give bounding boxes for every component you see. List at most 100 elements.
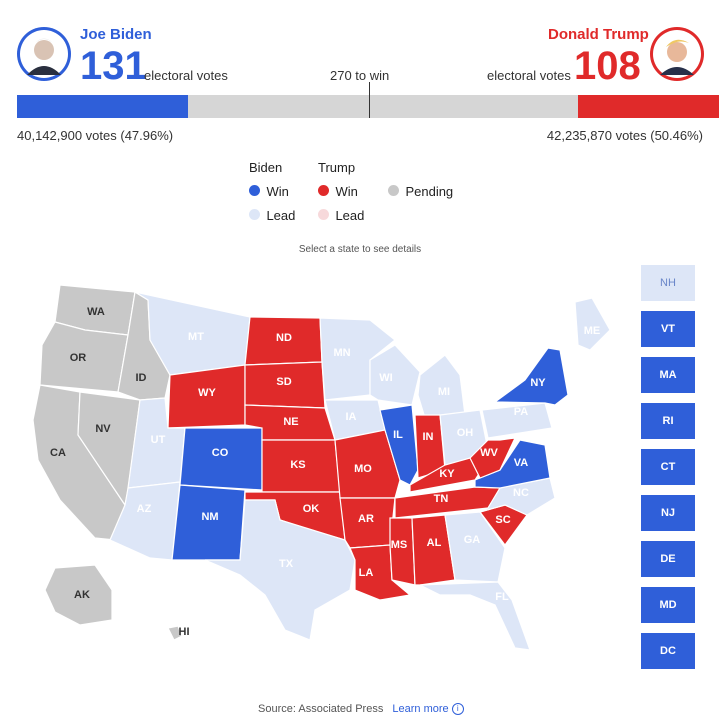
- biden-name: Joe Biden: [80, 26, 152, 43]
- state-label-AR: AR: [358, 513, 374, 525]
- state-label-TX: TX: [279, 558, 294, 570]
- state-box-DC[interactable]: DC: [641, 633, 695, 669]
- electoral-bar: [17, 95, 719, 118]
- state-label-MS: MS: [391, 539, 408, 551]
- legend-win-label: Win: [335, 184, 358, 199]
- state-TX[interactable]: [204, 499, 356, 641]
- state-label-NC: NC: [513, 487, 529, 499]
- legend-trump-win: Win: [318, 183, 358, 201]
- state-label-IL: IL: [393, 429, 403, 441]
- state-AL[interactable]: [411, 514, 456, 586]
- state-label-GA: GA: [464, 534, 481, 546]
- biden-ev-label: electoral votes: [144, 68, 228, 83]
- state-label-WY: WY: [198, 387, 216, 399]
- state-box-NJ[interactable]: NJ: [641, 495, 695, 531]
- legend-win-label: Win: [266, 184, 289, 199]
- trump-electoral-votes: 108: [574, 44, 641, 88]
- state-label-NM: NM: [201, 511, 218, 523]
- legend-biden-title: Biden: [249, 160, 283, 175]
- state-label-IA: IA: [346, 411, 357, 423]
- state-label-WA: WA: [87, 306, 105, 318]
- trump-win-swatch: [318, 185, 329, 196]
- biden-win-swatch: [249, 185, 260, 196]
- state-label-NV: NV: [95, 423, 111, 435]
- state-label-OK: OK: [303, 503, 320, 515]
- info-icon[interactable]: i: [451, 703, 464, 716]
- threshold-label: 270 to win: [330, 68, 390, 83]
- state-MS[interactable]: [389, 517, 416, 586]
- state-label-KS: KS: [290, 459, 305, 471]
- state-WV[interactable]: [469, 437, 517, 479]
- state-label-PA: PA: [514, 406, 529, 418]
- state-label-MI: MI: [438, 386, 450, 398]
- trump-ev-label: electoral votes: [487, 68, 571, 83]
- legend-biden-win: Win: [249, 183, 289, 201]
- state-label-LA: LA: [359, 567, 374, 579]
- state-label-WI: WI: [379, 372, 392, 384]
- legend-pending-label: Pending: [405, 184, 454, 199]
- state-box-NH[interactable]: NH: [641, 265, 695, 301]
- state-CO[interactable]: [179, 427, 263, 491]
- state-label-NY: NY: [530, 377, 546, 389]
- state-AK[interactable]: [44, 564, 113, 626]
- state-FL[interactable]: [419, 581, 531, 651]
- state-label-AK: AK: [74, 589, 90, 601]
- state-label-TN: TN: [434, 493, 449, 505]
- legend-pending: Pending: [388, 183, 453, 201]
- state-box-MD[interactable]: MD: [641, 587, 695, 623]
- state-ME[interactable]: [574, 297, 611, 351]
- state-label-HI: HI: [179, 626, 190, 638]
- trump-bar-segment: [578, 95, 719, 118]
- state-label-WV: WV: [480, 447, 498, 459]
- state-label-OR: OR: [70, 352, 87, 364]
- state-VA[interactable]: [474, 439, 551, 489]
- state-label-SD: SD: [276, 376, 291, 388]
- state-label-IN: IN: [423, 431, 434, 443]
- trump-name: Donald Trump: [548, 26, 649, 43]
- state-NY[interactable]: [493, 347, 569, 406]
- state-label-MO: MO: [354, 463, 372, 475]
- legend-lead-label: Lead: [335, 208, 365, 223]
- legend-trump-lead: Lead: [318, 207, 364, 225]
- state-label-AZ: AZ: [137, 503, 152, 515]
- state-box-VT[interactable]: VT: [641, 311, 695, 347]
- source-text: Source: Associated Press: [258, 703, 384, 715]
- state-label-AL: AL: [427, 537, 442, 549]
- state-label-NE: NE: [283, 416, 298, 428]
- state-PA[interactable]: [481, 402, 553, 439]
- state-label-SC: SC: [495, 514, 510, 526]
- state-label-VA: VA: [514, 457, 529, 469]
- learn-more-link[interactable]: Learn more: [392, 703, 449, 715]
- map-hint: Select a state to see details: [298, 244, 422, 255]
- state-label-FL: FL: [495, 591, 509, 603]
- trump-avatar: [650, 27, 704, 81]
- state-label-ME: ME: [584, 325, 601, 337]
- us-map[interactable]: WA OR CA NV ID MT WY UT AZ CO NM ND SD NE KS OK TX MN IA MO…: [0, 260, 630, 670]
- source-footer: Source: Associated Press Learn more i: [258, 703, 464, 716]
- legend-biden-lead: Lead: [249, 207, 295, 225]
- legend-lead-label: Lead: [266, 208, 296, 223]
- legend-trump-title: Trump: [318, 160, 356, 175]
- biden-popular-vote: 40,142,900 votes (47.96%): [17, 128, 174, 143]
- biden-bar-segment: [17, 95, 188, 118]
- state-box-DE[interactable]: DE: [641, 541, 695, 577]
- state-label-KY: KY: [439, 468, 455, 480]
- state-label-UT: UT: [151, 434, 166, 446]
- state-label-ND: ND: [276, 332, 292, 344]
- state-label-MN: MN: [333, 347, 350, 359]
- trump-popular-vote: 42,235,870 votes (50.46%): [546, 128, 703, 143]
- state-box-CT[interactable]: CT: [641, 449, 695, 485]
- state-MO[interactable]: [334, 429, 401, 499]
- threshold-marker: [369, 82, 371, 118]
- state-box-MA[interactable]: MA: [641, 357, 695, 393]
- state-label-CA: CA: [50, 447, 66, 459]
- state-HI[interactable]: [167, 625, 183, 641]
- biden-avatar: [17, 27, 71, 81]
- state-label-MT: MT: [188, 331, 204, 343]
- state-label-CO: CO: [212, 447, 229, 459]
- state-GA[interactable]: [444, 511, 506, 583]
- state-box-RI[interactable]: RI: [641, 403, 695, 439]
- pending-swatch: [388, 185, 399, 196]
- biden-lead-swatch: [249, 209, 260, 220]
- trump-lead-swatch: [318, 209, 329, 220]
